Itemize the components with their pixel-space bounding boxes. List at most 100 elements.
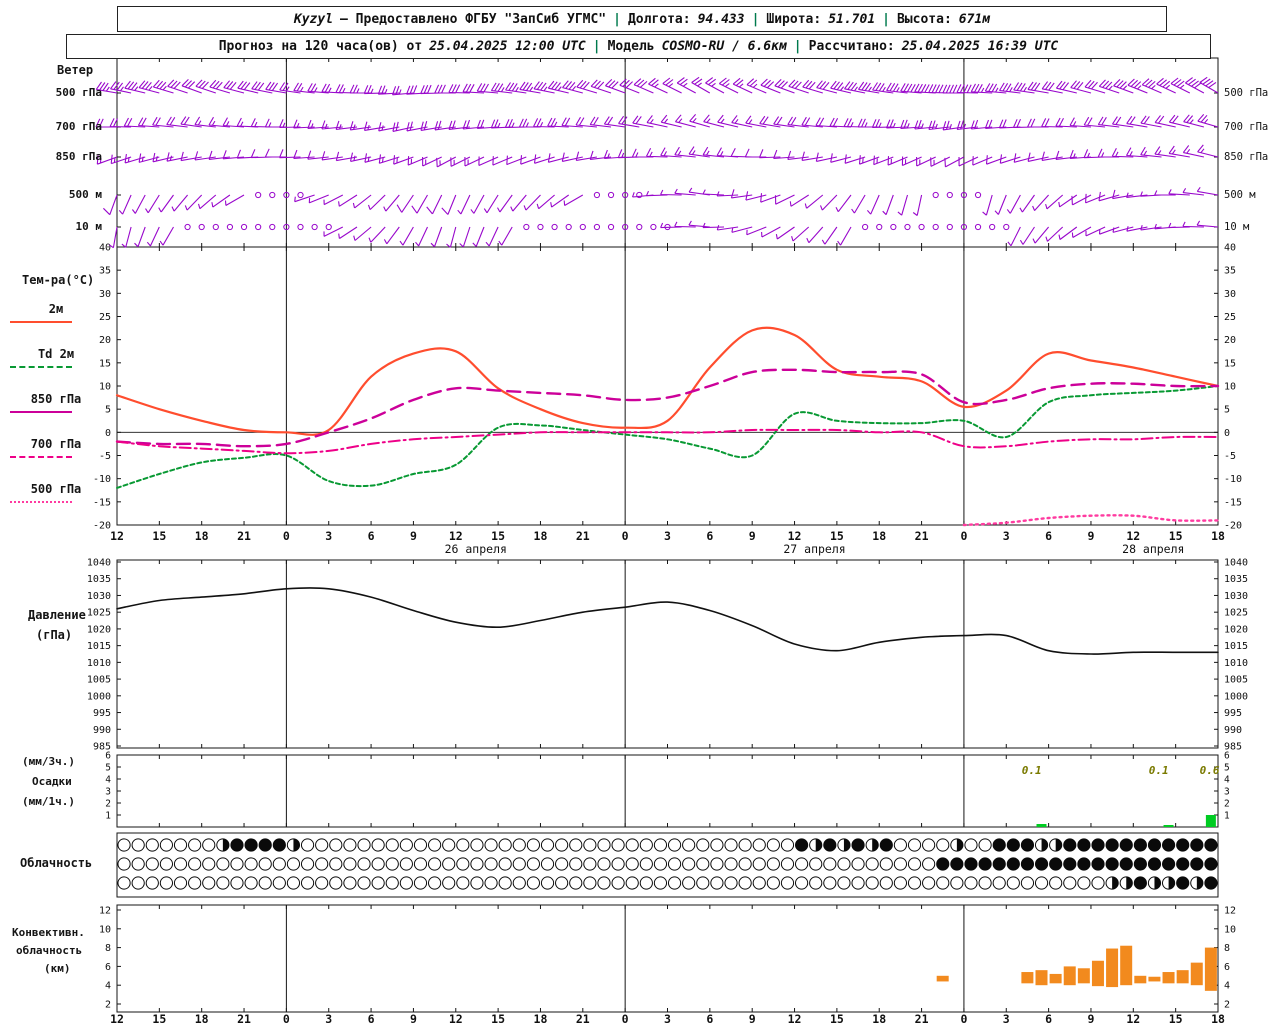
separator: | xyxy=(793,39,802,54)
precip-units-1h: (мм/1ч.) xyxy=(22,795,75,808)
svg-text:18: 18 xyxy=(195,1012,209,1024)
svg-text:3: 3 xyxy=(664,529,671,543)
series-t2m xyxy=(115,326,1220,436)
svg-text:9: 9 xyxy=(749,1012,756,1024)
svg-text:6: 6 xyxy=(1224,962,1230,973)
svg-text:9: 9 xyxy=(410,1012,417,1024)
svg-text:12: 12 xyxy=(449,1012,463,1024)
svg-text:9: 9 xyxy=(1087,1012,1094,1024)
wind-level-10m-right: 10 м xyxy=(1224,221,1250,233)
svg-text:10: 10 xyxy=(99,382,111,393)
svg-text:-20: -20 xyxy=(1224,521,1242,532)
legend-line-t2m xyxy=(10,321,72,323)
wind-level-500m-right: 500 м xyxy=(1224,189,1256,201)
series-pressure xyxy=(116,587,1219,655)
svg-text:1040: 1040 xyxy=(1224,558,1248,569)
svg-text:0: 0 xyxy=(622,1012,629,1024)
wind-level-850hpa-right: 850 гПа xyxy=(1224,151,1269,163)
svg-text:0.1: 0.1 xyxy=(1022,764,1042,777)
svg-text:1035: 1035 xyxy=(87,574,111,585)
model-label: Модель xyxy=(607,39,655,54)
temp-panel-frame xyxy=(116,246,1219,526)
convective-bars xyxy=(936,945,1217,991)
wind-level-700hpa-right: 700 гПа xyxy=(1224,121,1269,133)
svg-text:6: 6 xyxy=(368,1012,375,1024)
svg-text:3: 3 xyxy=(325,1012,332,1024)
separator: | xyxy=(751,11,760,27)
svg-text:18: 18 xyxy=(872,529,886,543)
svg-text:-10: -10 xyxy=(93,474,111,485)
svg-text:21: 21 xyxy=(237,1012,251,1024)
svg-text:1020: 1020 xyxy=(87,624,111,635)
svg-text:18: 18 xyxy=(534,1012,548,1024)
svg-text:3: 3 xyxy=(1003,1012,1010,1024)
temperature-panel-title: Тем-ра(°C) xyxy=(22,273,95,287)
svg-text:1015: 1015 xyxy=(1224,641,1248,652)
svg-text:1025: 1025 xyxy=(87,608,111,619)
svg-text:1030: 1030 xyxy=(1224,591,1248,602)
svg-text:2: 2 xyxy=(105,799,111,810)
svg-text:3: 3 xyxy=(105,787,111,798)
svg-text:3: 3 xyxy=(664,1012,671,1024)
svg-text:2: 2 xyxy=(1224,1000,1230,1011)
svg-text:10: 10 xyxy=(1224,924,1236,935)
svg-text:6: 6 xyxy=(1224,751,1230,762)
svg-text:20: 20 xyxy=(1224,335,1236,346)
svg-text:1000: 1000 xyxy=(1224,691,1248,702)
svg-text:25: 25 xyxy=(99,312,111,323)
svg-text:9: 9 xyxy=(410,529,417,543)
svg-text:18: 18 xyxy=(534,529,548,543)
svg-text:-15: -15 xyxy=(1224,497,1242,508)
pressure-panel-title: Давление xyxy=(28,608,86,622)
svg-text:8: 8 xyxy=(105,943,111,954)
svg-text:15: 15 xyxy=(152,529,166,543)
series-t850 xyxy=(115,368,1220,448)
svg-text:1005: 1005 xyxy=(1224,675,1248,686)
svg-text:40: 40 xyxy=(99,243,111,254)
legend-label-t850: 850 гПа xyxy=(30,392,82,406)
svg-text:5: 5 xyxy=(105,763,111,774)
svg-text:0: 0 xyxy=(283,1012,290,1024)
legend-label-t700: 700 гПа xyxy=(30,437,82,451)
svg-text:6: 6 xyxy=(1045,529,1052,543)
legend-label-t500: 500 гПа xyxy=(30,482,82,496)
svg-text:4: 4 xyxy=(1224,981,1230,992)
svg-text:12: 12 xyxy=(449,529,463,543)
legend-label-t2m: 2м xyxy=(48,302,64,316)
convective-panel-title-1: Конвективн. xyxy=(12,926,85,939)
svg-text:1: 1 xyxy=(105,811,111,822)
series-td2m xyxy=(116,385,1219,489)
svg-text:1000: 1000 xyxy=(87,691,111,702)
wind-level-500hpa-left: 500 гПа xyxy=(55,86,102,99)
svg-text:3: 3 xyxy=(1224,787,1230,798)
svg-text:30: 30 xyxy=(99,289,111,300)
svg-text:15: 15 xyxy=(830,1012,844,1024)
svg-text:6: 6 xyxy=(368,529,375,543)
svg-text:9: 9 xyxy=(1087,529,1094,543)
svg-text:0: 0 xyxy=(960,1012,967,1024)
station-header: Kyzyl – Предоставлено ФГБУ "ЗапСиб УГМС"… xyxy=(117,6,1167,32)
wind-level-700hpa-left: 700 гПа xyxy=(55,120,102,133)
svg-text:21: 21 xyxy=(576,529,590,543)
legend-line-td2m xyxy=(10,366,72,368)
svg-text:15: 15 xyxy=(830,529,844,543)
pres-panel-frame xyxy=(116,559,1219,749)
svg-text:12: 12 xyxy=(99,906,111,917)
svg-text:1005: 1005 xyxy=(87,675,111,686)
svg-text:12: 12 xyxy=(110,1012,124,1024)
svg-text:0: 0 xyxy=(283,529,290,543)
svg-text:12: 12 xyxy=(788,1012,802,1024)
prec-panel-frame xyxy=(116,754,1219,828)
series-t700 xyxy=(116,428,1219,455)
svg-text:15: 15 xyxy=(491,1012,505,1024)
station-name: Kyzyl xyxy=(293,11,334,27)
svg-text:15: 15 xyxy=(152,1012,166,1024)
conv-panel-frame xyxy=(116,904,1219,1013)
separator: | xyxy=(882,11,890,27)
legend-line-t500 xyxy=(10,501,72,503)
svg-text:12: 12 xyxy=(1126,1012,1140,1024)
precip-panel-title: Осадки xyxy=(32,775,72,788)
svg-text:4: 4 xyxy=(105,981,111,992)
